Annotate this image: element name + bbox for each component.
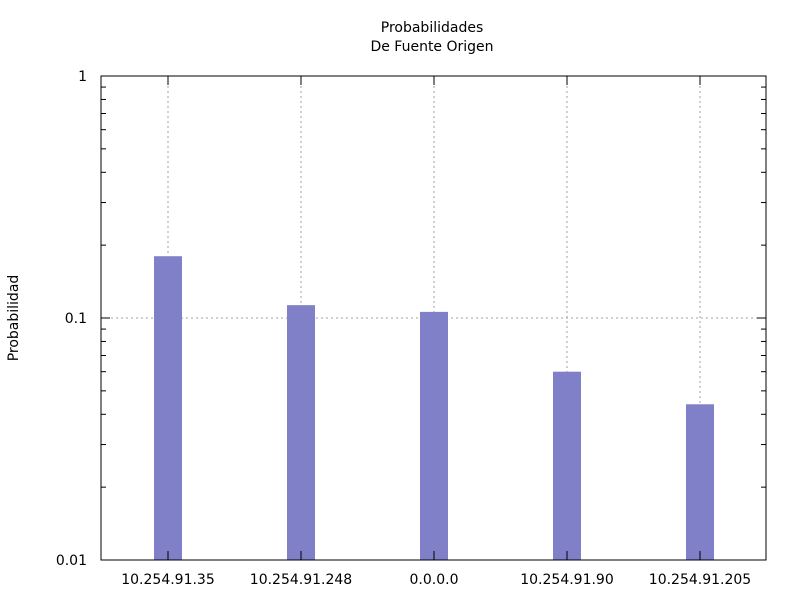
y-tick-label: 0.1 xyxy=(65,311,87,327)
x-tick-label: 10.254.91.248 xyxy=(250,572,352,588)
bar xyxy=(287,305,315,560)
tick-layer: 0.01 0.1 1 10.254.91.35 10.254.91.248 0.0.0.0… xyxy=(56,69,766,588)
bar-layer xyxy=(154,256,714,560)
bar xyxy=(420,311,448,560)
bar xyxy=(686,404,714,560)
x-tick-label: 10.254.91.205 xyxy=(649,572,751,588)
x-tick-label: 10.254.91.35 xyxy=(121,572,215,588)
x-tick-label: 0.0.0.0 xyxy=(410,572,459,588)
x-tick-label: 10.254.91.90 xyxy=(520,572,614,588)
y-tick-label: 1 xyxy=(78,69,87,85)
bar xyxy=(553,371,581,560)
y-axis-label: Probabilidad xyxy=(6,275,22,362)
bar xyxy=(154,256,182,560)
chart-title: Probabilidades xyxy=(381,20,484,36)
chart-subtitle: De Fuente Origen xyxy=(370,39,493,55)
y-tick-label: 0.01 xyxy=(56,553,87,569)
